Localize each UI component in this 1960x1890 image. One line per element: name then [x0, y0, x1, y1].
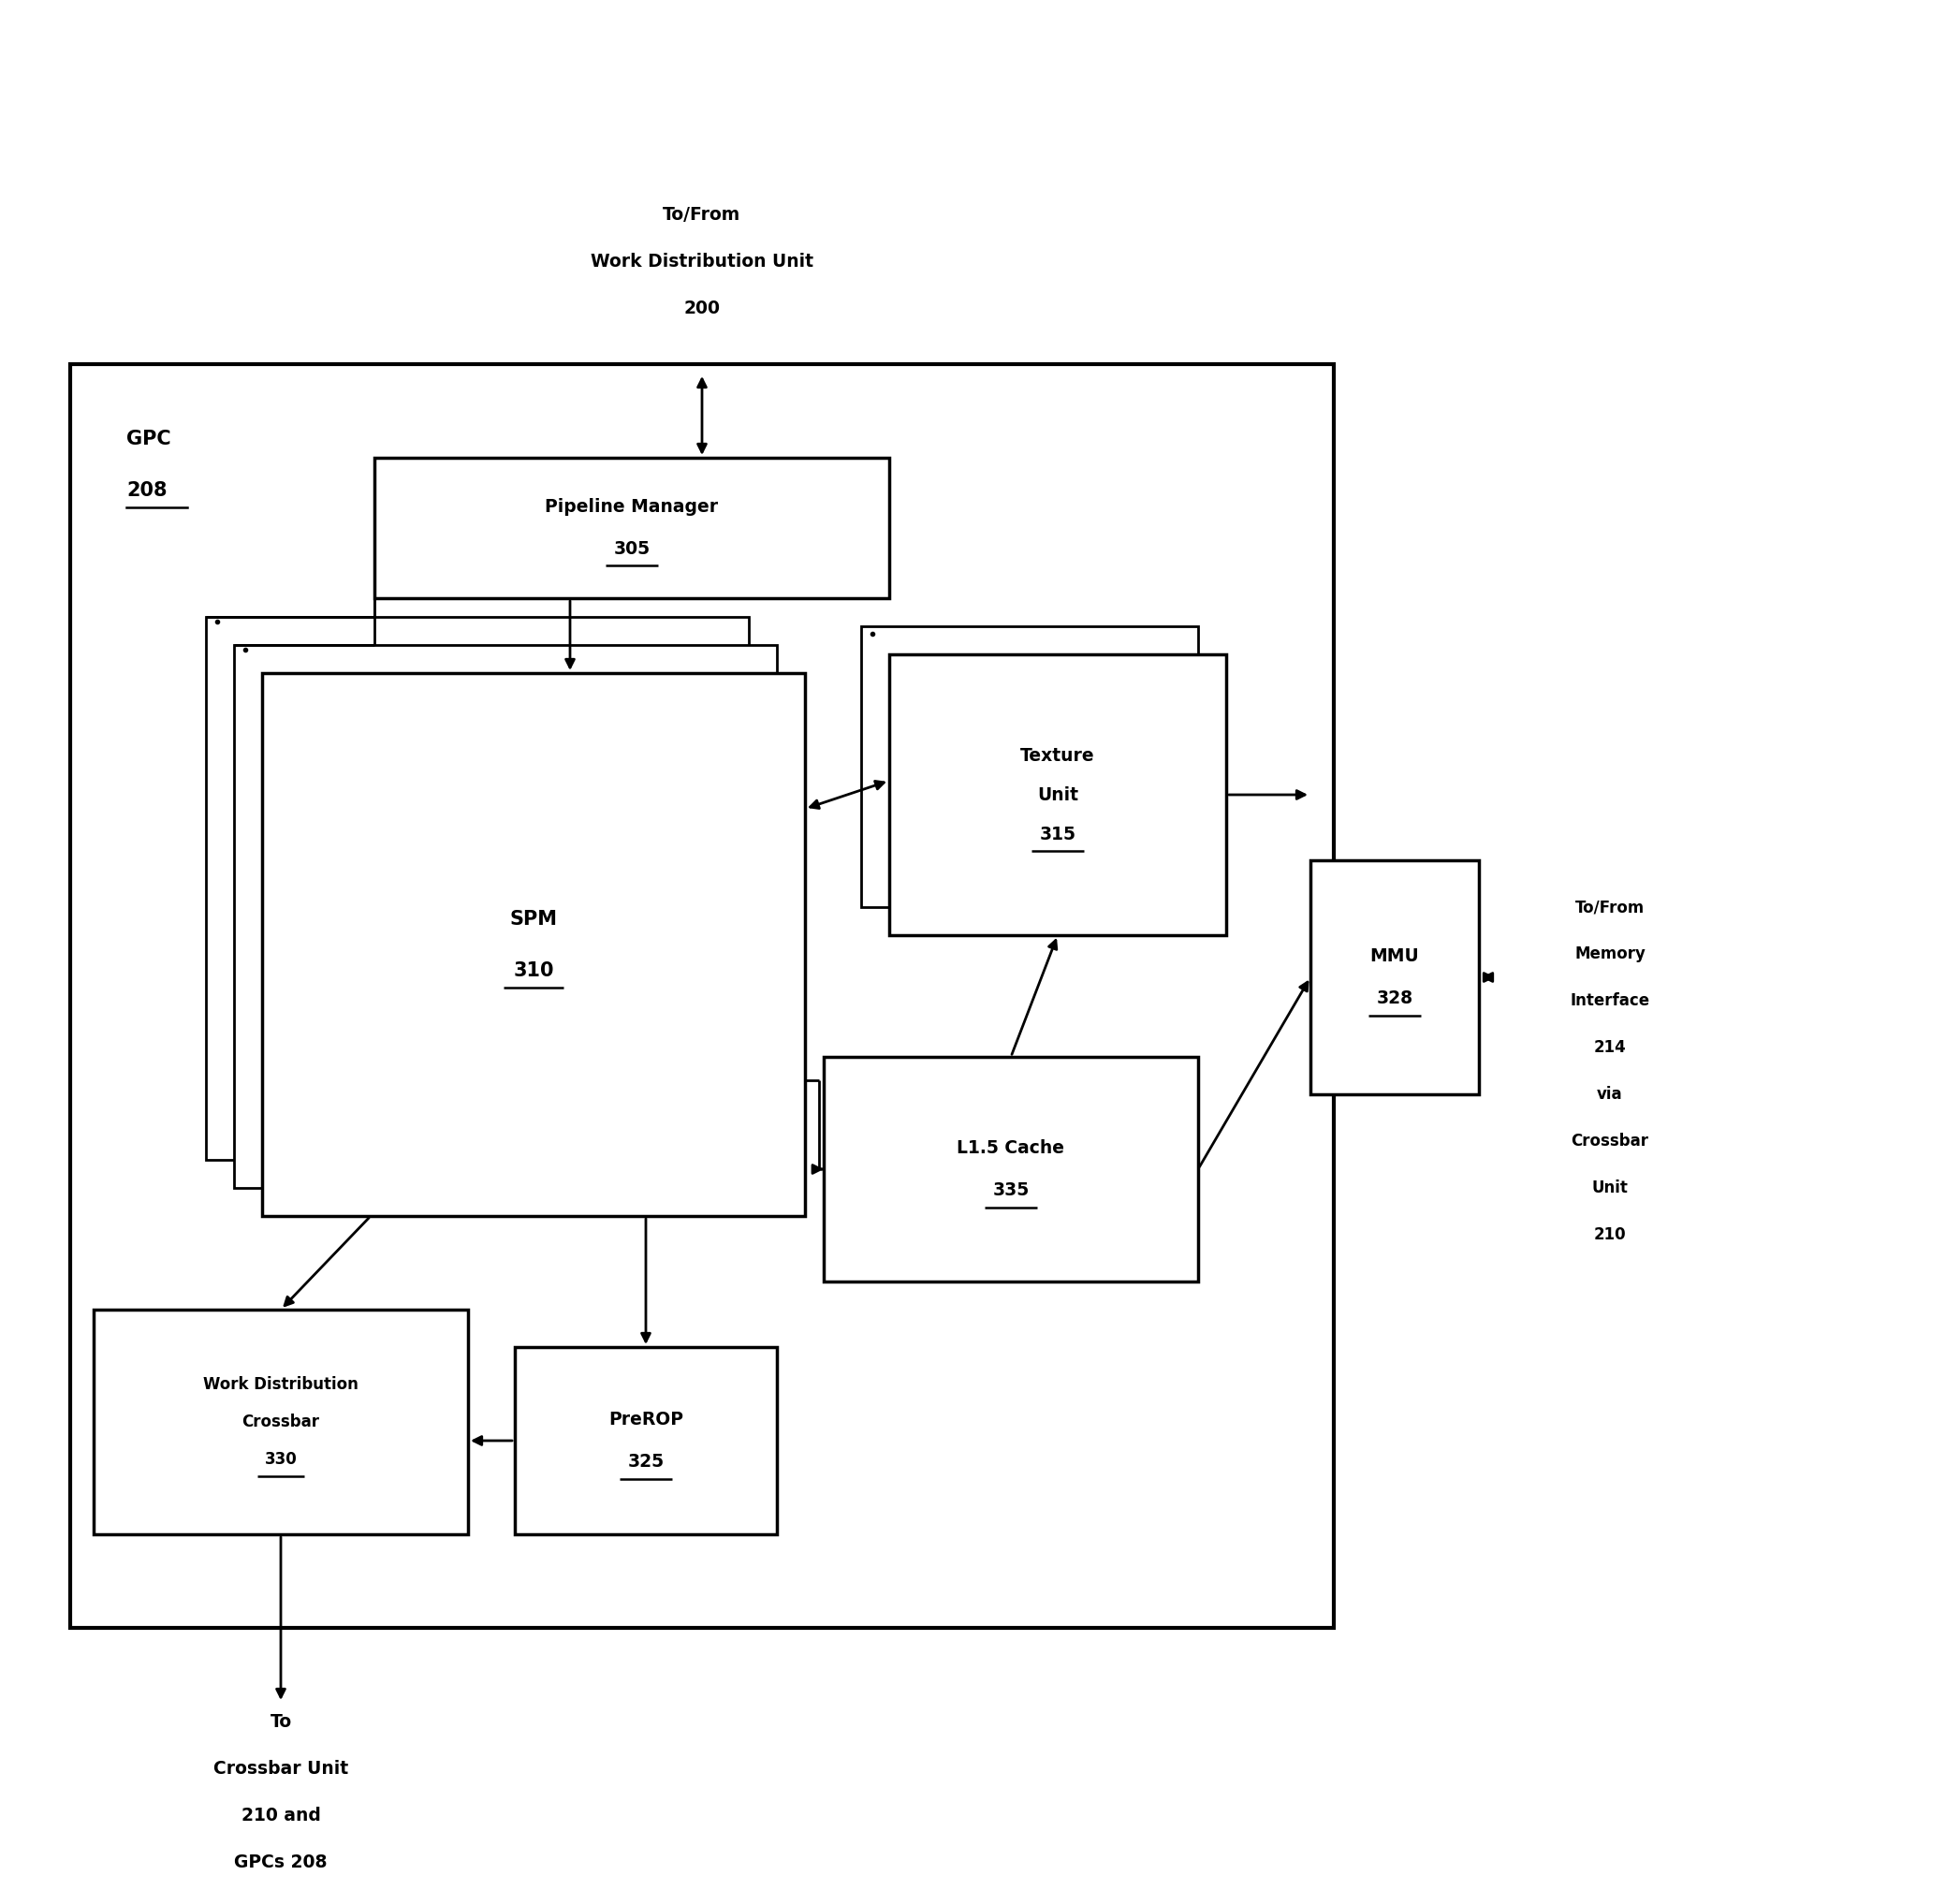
Text: 330: 330 — [265, 1452, 298, 1469]
Text: Memory: Memory — [1574, 945, 1646, 962]
Text: Pipeline Manager: Pipeline Manager — [545, 497, 719, 516]
Text: MMU: MMU — [1370, 947, 1419, 966]
Bar — [374, 457, 890, 597]
Bar — [71, 365, 1335, 1627]
Text: To/From: To/From — [1576, 898, 1644, 915]
Text: 310: 310 — [514, 960, 555, 979]
Text: Unit: Unit — [1037, 786, 1078, 803]
Text: 200: 200 — [684, 299, 719, 318]
Text: GPCs 208: GPCs 208 — [235, 1852, 327, 1871]
Text: GPC: GPC — [125, 429, 171, 448]
Bar — [206, 616, 749, 1160]
Text: 305: 305 — [613, 541, 651, 558]
Bar — [515, 1348, 776, 1535]
Text: Crossbar: Crossbar — [1572, 1132, 1648, 1149]
Text: L1.5 Cache: L1.5 Cache — [956, 1140, 1064, 1157]
Text: 214: 214 — [1593, 1040, 1627, 1057]
Text: via: via — [1597, 1087, 1623, 1102]
Text: 328: 328 — [1376, 990, 1413, 1007]
Bar — [860, 626, 1198, 907]
Text: SPM: SPM — [510, 909, 557, 928]
Bar — [823, 1057, 1198, 1281]
Text: Texture: Texture — [1021, 747, 1096, 764]
Bar — [263, 673, 806, 1215]
Text: 210 and: 210 and — [241, 1807, 321, 1824]
Text: Interface: Interface — [1570, 992, 1650, 1009]
Text: 325: 325 — [627, 1453, 664, 1470]
Bar — [94, 1310, 468, 1535]
Bar — [233, 644, 776, 1189]
Bar — [890, 654, 1227, 936]
Text: Crossbar: Crossbar — [241, 1414, 319, 1431]
Bar — [1311, 860, 1480, 1094]
Text: 210: 210 — [1593, 1227, 1627, 1244]
Text: To/From: To/From — [662, 206, 741, 223]
Text: To: To — [270, 1712, 292, 1731]
Text: 335: 335 — [992, 1181, 1029, 1198]
Text: Crossbar Unit: Crossbar Unit — [214, 1760, 349, 1777]
Text: Work Distribution Unit: Work Distribution Unit — [590, 251, 813, 270]
Text: PreROP: PreROP — [608, 1410, 684, 1429]
Text: 208: 208 — [125, 482, 167, 499]
Text: Unit: Unit — [1592, 1179, 1629, 1196]
Text: Work Distribution: Work Distribution — [204, 1376, 359, 1393]
Text: 315: 315 — [1039, 826, 1076, 843]
